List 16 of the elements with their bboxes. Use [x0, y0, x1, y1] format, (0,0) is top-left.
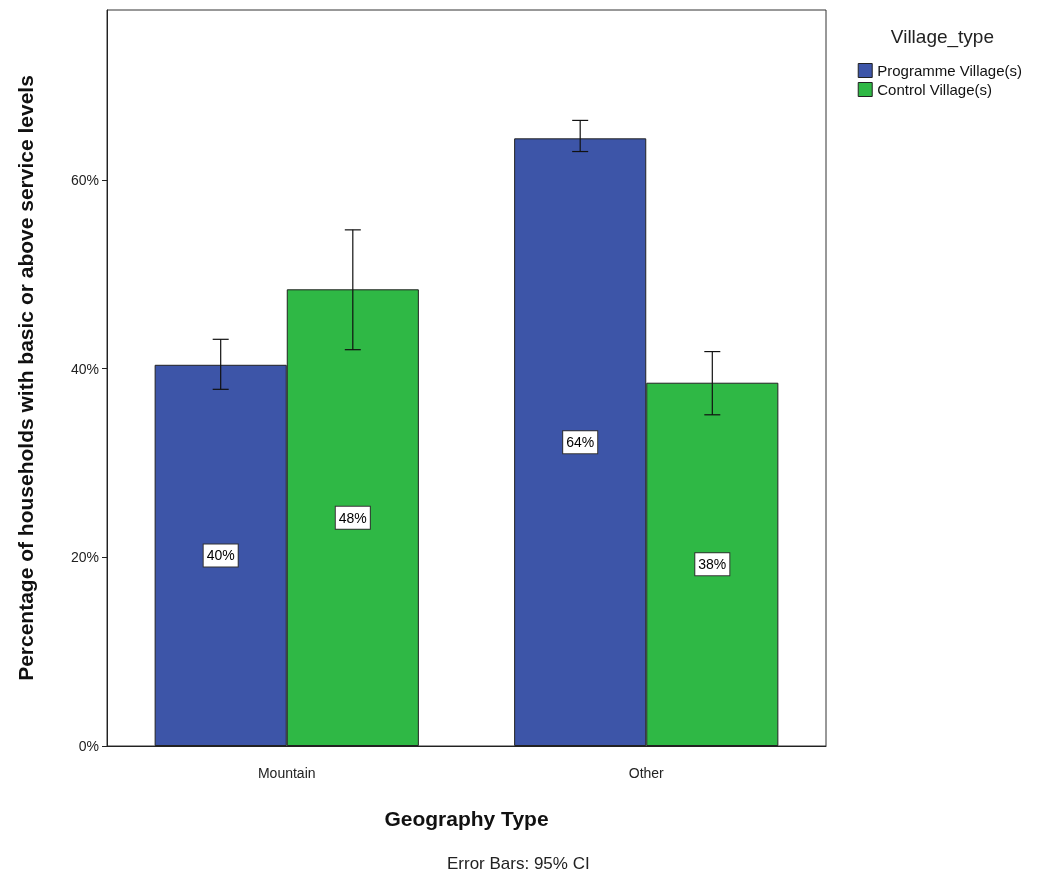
x-tick-label: Other [628, 765, 665, 781]
y-tick-label: 40% [70, 360, 99, 377]
y-tick-label: 0% [78, 738, 99, 754]
data-label: 64% [566, 434, 595, 451]
x-tick-label: Mountain [257, 765, 316, 781]
data-label: 40% [206, 547, 235, 564]
legend-title: Village_type [890, 26, 995, 48]
x-axis-title: Geography Type [384, 807, 549, 830]
data-label: 48% [338, 509, 367, 526]
y-tick-label: 20% [70, 549, 99, 566]
y-tick-label: 60% [70, 171, 99, 188]
data-label: 38% [698, 556, 727, 573]
legend-label: Programme Village(s) [877, 62, 1023, 79]
text: Error Bars: 95% CI [447, 854, 590, 873]
legend-label: Control Village(s) [877, 81, 993, 98]
y-axis-title: Percentage of households with basic or above service levels [13, 75, 37, 681]
